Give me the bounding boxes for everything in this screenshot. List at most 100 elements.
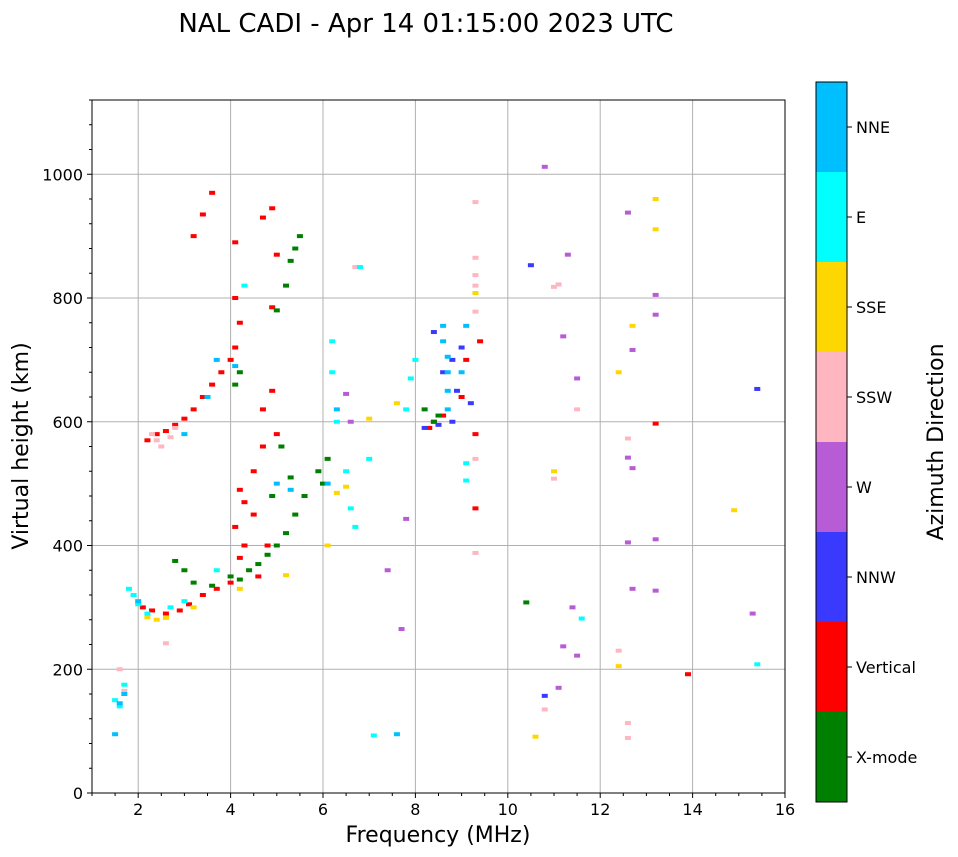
data-point [430,330,437,335]
data-point [116,704,123,709]
data-point [615,664,622,669]
colorbar-label: W [856,478,872,497]
data-point [204,395,211,399]
data-point [236,320,243,325]
plot-frame [91,99,786,794]
colorbar-label: SSE [856,298,886,317]
data-point [412,357,419,362]
data-point [370,733,377,738]
data-point [569,605,576,610]
data-point [199,212,206,217]
data-point [444,354,451,359]
data-point [384,568,391,573]
data-point [172,558,179,563]
data-point [440,370,447,375]
data-point [135,602,142,607]
data-point [333,419,340,424]
data-point [407,376,414,381]
data-point [356,265,363,270]
data-point [209,190,216,195]
data-point [186,602,193,607]
data-point [296,234,303,239]
data-point [181,568,188,573]
colorbar-segment [816,82,847,172]
data-point [467,401,474,406]
data-point [112,732,119,737]
data-point [162,429,169,434]
x-tick-label: 6 [318,800,328,819]
data-point [241,543,248,548]
data-point [463,357,470,362]
data-point [444,370,451,375]
data-point [352,265,359,270]
data-point [232,345,239,350]
data-point [472,550,479,555]
data-point [241,500,248,505]
data-point [320,481,326,486]
data-point [278,444,285,449]
data-point [527,263,534,268]
data-point [333,407,340,412]
data-point [463,323,470,328]
data-point [324,481,331,486]
colorbar-label: E [856,208,866,227]
data-point [652,312,659,317]
y-tick-label: 400 [52,537,83,556]
data-point [213,357,220,362]
data-point [116,701,123,706]
colorbar-segment [816,532,847,622]
data-point [125,586,132,591]
data-point [652,292,659,297]
data-point [440,413,447,418]
data-point [292,512,299,517]
data-point [440,323,447,328]
data-point [236,577,243,582]
data-point [176,608,183,613]
data-point [555,685,562,690]
data-point [347,506,354,511]
data-point [541,693,548,698]
data-point [236,586,243,591]
data-point [236,370,243,375]
data-point [213,568,220,573]
data-point [629,323,636,328]
data-point [121,688,128,693]
colorbar-segment [816,352,847,442]
data-point [347,419,354,424]
data-point [426,425,433,430]
data-point [264,552,271,557]
data-point [458,370,465,375]
data-point [541,707,548,712]
data-point [624,721,631,726]
data-point [472,506,479,511]
x-axis-label: Frequency (MHz) [346,823,531,848]
data-point [551,284,557,289]
data-point [574,407,581,412]
data-point [167,605,174,610]
data-point [199,593,206,597]
colorbar-label: NNE [856,118,890,137]
data-point [130,593,137,597]
data-point [403,407,410,412]
data-point [273,543,280,548]
data-point [615,370,622,375]
x-tick-label: 10 [498,800,518,819]
colorbar-segment [816,442,847,532]
data-point [218,370,225,375]
data-point [172,425,179,430]
colorbar-segment [816,622,847,712]
data-point [532,734,539,739]
data-point [652,588,659,593]
data-point [393,732,400,737]
data-point [283,573,290,578]
data-point [749,611,756,616]
data-point [652,537,659,542]
data-point [435,422,442,427]
data-point [121,682,128,687]
series-nnw [421,263,761,698]
data-point [652,227,659,232]
data-point [273,481,280,486]
data-point [624,540,631,545]
x-tick-label: 8 [410,800,420,819]
